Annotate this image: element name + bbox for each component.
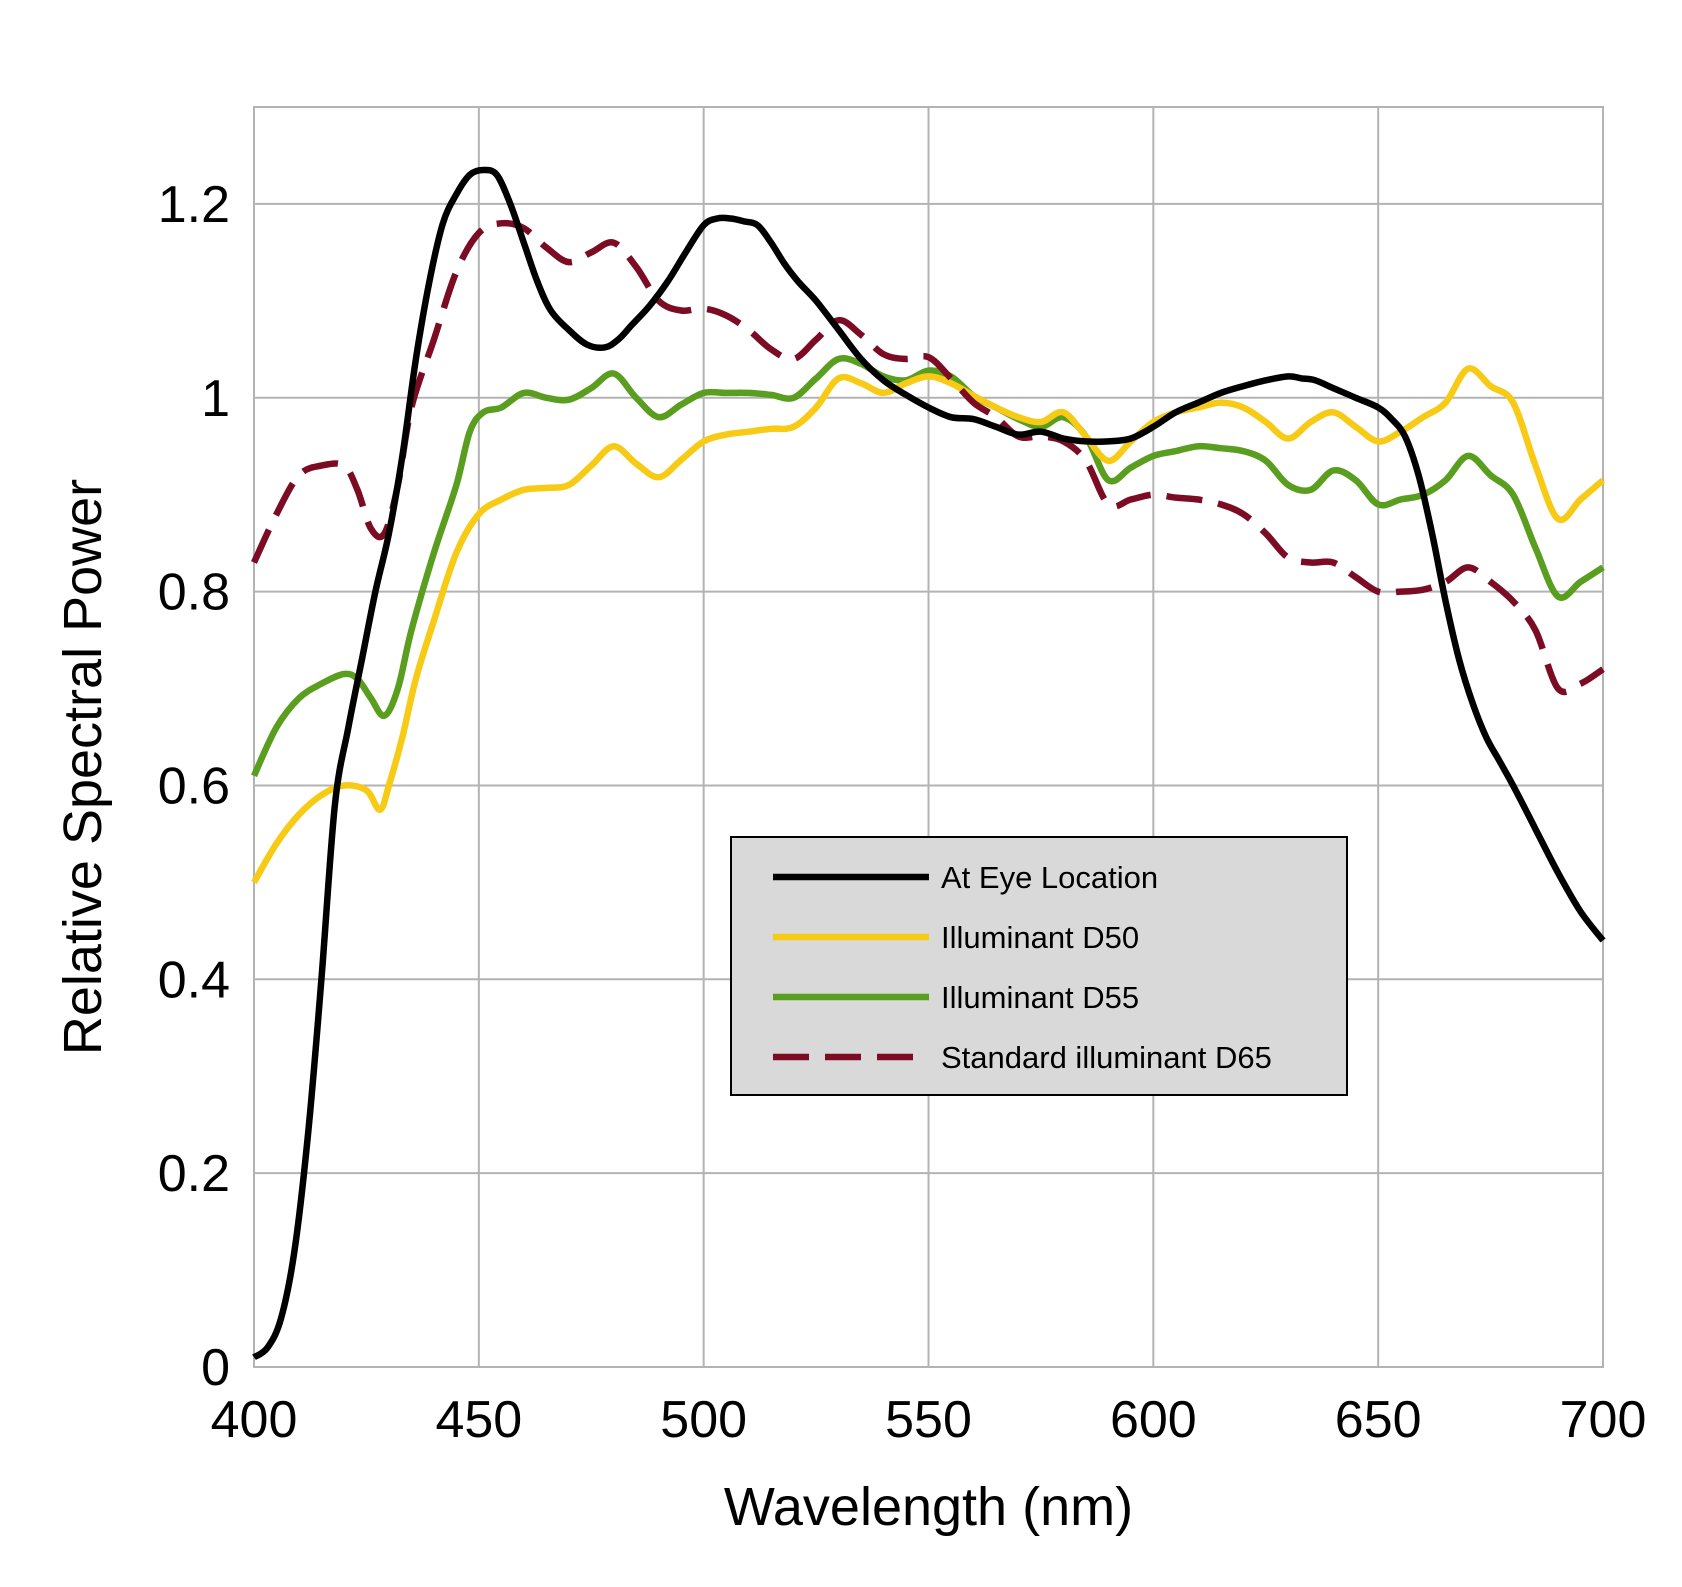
x-tick-label: 700 <box>1560 1391 1647 1449</box>
y-tick-label: 0.4 <box>158 951 230 1009</box>
y-axis-ticks: 0 0.2 0.4 0.6 0.8 1 1.2 <box>158 176 230 1397</box>
series-line-illuminant-d55 <box>251 355 1605 778</box>
legend-item: Illuminant D50 <box>773 920 1139 955</box>
series-line-standard-illuminant-d65 <box>251 219 1605 696</box>
x-tick-label: 600 <box>1110 1391 1197 1449</box>
x-axis-title: Wavelength (nm) <box>724 1477 1133 1537</box>
x-tick-label: 650 <box>1335 1391 1422 1449</box>
legend-item: Illuminant D55 <box>773 980 1139 1015</box>
series-line-at-eye-location <box>252 166 1606 1361</box>
series-lines <box>251 166 1606 1361</box>
legend-label: Illuminant D50 <box>941 920 1139 955</box>
y-tick-label: 0.8 <box>158 564 230 622</box>
x-axis-ticks: 400 450 500 550 600 650 700 <box>211 1391 1647 1449</box>
series-line-illuminant-d50 <box>251 365 1606 885</box>
legend-item: Standard illuminant D65 <box>773 1040 1272 1075</box>
legend-label: At Eye Location <box>941 860 1158 895</box>
y-tick-label: 0.6 <box>158 757 230 815</box>
gridlines <box>253 107 1604 1368</box>
x-tick-label: 550 <box>885 1391 972 1449</box>
y-tick-label: 1.2 <box>158 176 230 234</box>
plot-area-frame <box>253 106 1604 1368</box>
legend: At Eye Location Illuminant D50 Illuminant … <box>730 836 1348 1096</box>
x-tick-label: 500 <box>660 1391 747 1449</box>
x-tick-label: 450 <box>435 1391 522 1449</box>
x-tick-label: 400 <box>211 1391 298 1449</box>
y-tick-label: 0 <box>201 1339 230 1397</box>
y-tick-label: 0.2 <box>158 1145 230 1203</box>
legend-label: Illuminant D55 <box>941 980 1139 1015</box>
y-axis-title: Relative Spectral Power <box>53 479 113 1055</box>
y-tick-label: 1 <box>201 370 230 428</box>
legend-item: At Eye Location <box>773 860 1158 895</box>
legend-label: Standard illuminant D65 <box>941 1040 1272 1075</box>
